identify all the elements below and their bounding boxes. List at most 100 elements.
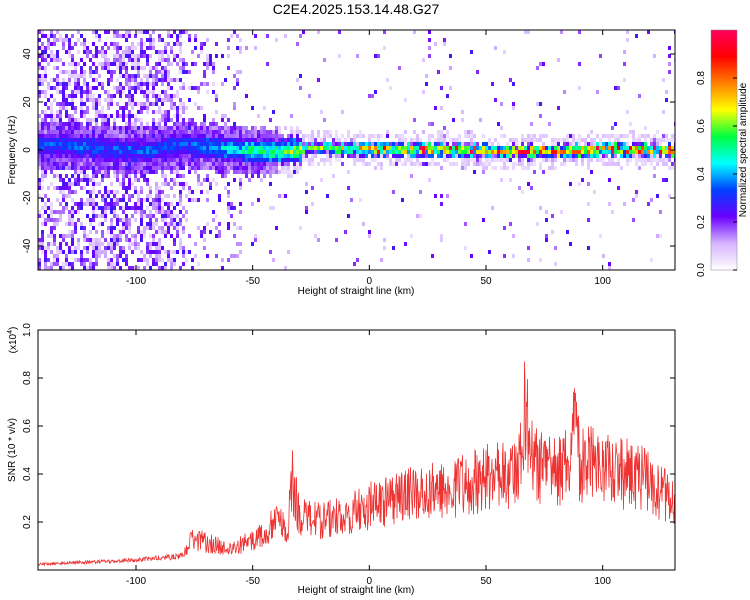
spectrogram-cell xyxy=(56,138,59,142)
spectrogram-cell xyxy=(44,46,47,50)
spectrogram-cell xyxy=(512,146,515,150)
spectrogram-cell xyxy=(50,134,53,138)
spectrogram-cell xyxy=(620,146,623,150)
spectrogram-cell xyxy=(62,250,65,254)
spectrogram-cell xyxy=(86,190,89,194)
spectrogram-cell xyxy=(131,102,134,106)
spectrogram-cell xyxy=(437,162,440,166)
spectrogram-cell xyxy=(167,150,170,154)
spectrogram-cell xyxy=(266,170,269,174)
spectrogram-cell xyxy=(41,214,44,218)
spectrogram-cell xyxy=(113,162,116,166)
spectrogram-cell xyxy=(158,138,161,142)
spectrogram-cell xyxy=(38,194,41,198)
spectrogram-cell xyxy=(62,138,65,142)
spectrogram-cell xyxy=(608,162,611,166)
spectrogram-cell xyxy=(353,142,356,146)
spectrogram-cell xyxy=(668,70,671,74)
spectrogram-cell xyxy=(254,138,257,142)
spectrogram-cell xyxy=(308,162,311,166)
spectrogram-cell xyxy=(563,138,566,142)
spectrogram-cell xyxy=(299,166,302,170)
spectrogram-cell xyxy=(248,170,251,174)
spectrogram-cell xyxy=(143,162,146,166)
spectrogram-cell xyxy=(155,190,158,194)
spectrogram-cell xyxy=(182,70,185,74)
spectrogram-cell xyxy=(482,150,485,154)
spectrogram-cell xyxy=(185,134,188,138)
spectrogram-cell xyxy=(263,134,266,138)
spectrogram-cell xyxy=(149,234,152,238)
spectrogram-cell xyxy=(83,130,86,134)
spectrogram-cell xyxy=(566,138,569,142)
spectrogram-cell xyxy=(416,150,419,154)
spectrogram-cell xyxy=(413,118,416,122)
spectrogram-cell xyxy=(386,146,389,150)
spectrogram-cell xyxy=(278,170,281,174)
spectrogram-cell xyxy=(149,250,152,254)
spectrogram-cell xyxy=(110,258,113,262)
spectrogram-cell xyxy=(362,142,365,146)
spectrogram-cell xyxy=(608,138,611,142)
spectrogram-cell xyxy=(152,170,155,174)
spectrogram-cell xyxy=(137,194,140,198)
spectrogram-cell xyxy=(173,142,176,146)
spectrogram-cell xyxy=(107,230,110,234)
spectrogram-cell xyxy=(125,166,128,170)
spectrogram-cell xyxy=(596,146,599,150)
spectrogram-cell xyxy=(329,154,332,158)
spectrogram-cell xyxy=(488,150,491,154)
spectrogram-cell xyxy=(461,162,464,166)
spectrogram-cell xyxy=(278,130,281,134)
spectrogram-cell xyxy=(155,62,158,66)
spectrogram-cell xyxy=(77,118,80,122)
spectrogram-cell xyxy=(137,206,140,210)
spectrogram-cell xyxy=(218,146,221,150)
spectrogram-cell xyxy=(41,46,44,50)
spectrogram-cell xyxy=(188,198,191,202)
spectrogram-cell xyxy=(47,54,50,58)
spectrogram-cell xyxy=(95,170,98,174)
spectrogram-cell xyxy=(446,94,449,98)
spectrogram-cell xyxy=(293,134,296,138)
spectrogram-cell xyxy=(440,146,443,150)
spectrogram-cell xyxy=(443,158,446,162)
spectrogram-cell xyxy=(116,254,119,258)
spectrogram-cell xyxy=(290,114,293,118)
spectrogram-cell xyxy=(161,162,164,166)
spectrogram-cell xyxy=(53,162,56,166)
spectrogram-cell xyxy=(236,170,239,174)
spectrogram-cell xyxy=(371,154,374,158)
spectrogram-cell xyxy=(122,74,125,78)
spectrogram-cell xyxy=(77,138,80,142)
spectrogram-cell xyxy=(254,126,257,130)
spectrogram-cell xyxy=(113,206,116,210)
spectrogram-cell xyxy=(62,206,65,210)
spectrogram-cell xyxy=(626,134,629,138)
spectrogram-cell xyxy=(635,138,638,142)
spectrogram-cell xyxy=(323,162,326,166)
spectrogram-cell xyxy=(53,166,56,170)
spectrogram-cell xyxy=(332,154,335,158)
spectrogram-cell xyxy=(668,166,671,170)
spectrogram-cell xyxy=(512,82,515,86)
spectrogram-cell xyxy=(176,130,179,134)
spectrogram-cell xyxy=(317,162,320,166)
spectrogram-cell xyxy=(614,122,617,126)
spectrogram-cell xyxy=(146,226,149,230)
spectrogram-cell xyxy=(155,138,158,142)
spectrogram-cell xyxy=(254,34,257,38)
spectrogram-cell xyxy=(650,158,653,162)
spectrogram-cell xyxy=(203,162,206,166)
spectrogram-cell xyxy=(398,158,401,162)
spectrogram-cell xyxy=(110,238,113,242)
spectrogram-cell xyxy=(116,90,119,94)
spectrogram-cell xyxy=(155,218,158,222)
spectrogram-cell xyxy=(581,178,584,182)
colorbar-frame xyxy=(710,29,738,271)
spectrogram-cell xyxy=(68,154,71,158)
spectrogram-cell xyxy=(158,118,161,122)
spectrogram-cell xyxy=(125,150,128,154)
spectrogram-cell xyxy=(611,142,614,146)
colorbar-tick-label: 0.0 xyxy=(696,263,707,277)
